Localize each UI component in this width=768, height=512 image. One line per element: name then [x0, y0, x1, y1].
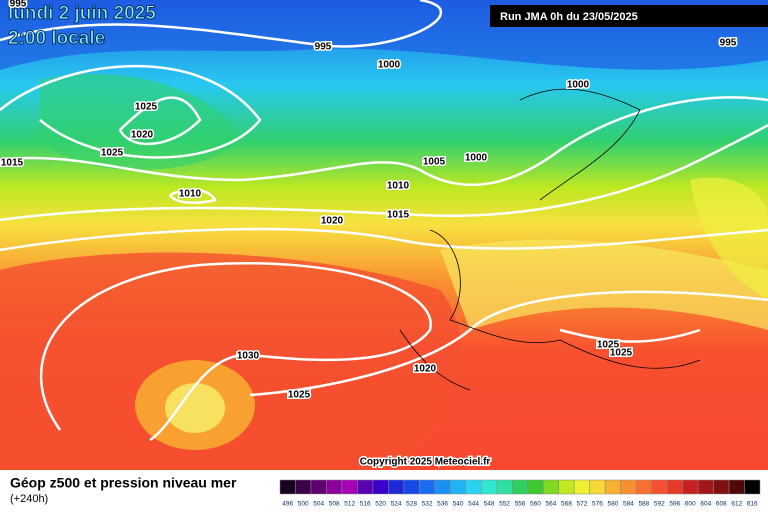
scale-swatch — [651, 479, 668, 495]
isobar-label: 1025 — [101, 148, 124, 159]
scale-label: 580 — [607, 501, 618, 508]
scale-swatch — [558, 479, 575, 495]
isobar-label: 1030 — [237, 351, 260, 362]
field — [0, 0, 768, 470]
scale-swatch — [744, 479, 761, 495]
scale-swatch — [527, 479, 544, 495]
run: Run JMA 0h du 23/05/2025 — [500, 11, 638, 23]
scale-swatch — [728, 479, 745, 495]
scale-swatch — [310, 479, 327, 495]
scale-swatch — [295, 479, 312, 495]
time: 2:00 locale — [8, 28, 105, 49]
scale-swatch — [372, 479, 389, 495]
scale-label: 612 — [731, 501, 742, 508]
isobar-label: 1025 — [610, 348, 633, 359]
scale-label: 608 — [716, 501, 727, 508]
isobar-label: 995 — [315, 42, 332, 53]
isobar-labels: 995 995 1000 995 1000 1025 1020 1025 101… — [0, 0, 738, 402]
isobar-label: 995 — [10, 0, 27, 10]
scale-swatch — [388, 479, 405, 495]
scale-swatch — [542, 479, 559, 495]
scale-label: 564 — [546, 501, 557, 508]
scale-label: 556 — [515, 501, 526, 508]
isobars — [0, 0, 768, 440]
isobar-label: 1025 — [135, 102, 158, 113]
isobar-label: 1005 — [423, 157, 446, 168]
scale-swatch — [620, 479, 637, 495]
scale-swatch — [341, 479, 358, 495]
scale-label: 528 — [406, 501, 417, 508]
scale-label: 616 — [747, 501, 758, 508]
scale-swatch — [419, 479, 436, 495]
scale-swatch — [604, 479, 621, 495]
isobar-label: 1025 — [597, 340, 620, 351]
scale-label: 548 — [484, 501, 495, 508]
isobar-label: 1020 — [131, 130, 154, 141]
scale-label: 540 — [453, 501, 464, 508]
isobar-label: 1020 — [321, 216, 344, 227]
isobar-label: 1000 — [567, 80, 590, 91]
scale-swatch — [403, 479, 420, 495]
scale-label: 504 — [313, 501, 324, 508]
scale-label: 604 — [700, 501, 711, 508]
scale-swatch — [434, 479, 451, 495]
scale-swatch — [635, 479, 652, 495]
footer-title: Géop z500 et pression niveau mer — [10, 475, 237, 491]
scale-label: 592 — [654, 501, 665, 508]
scale-swatch — [713, 479, 730, 495]
coastlines — [399, 88, 701, 391]
scale-swatch — [465, 479, 482, 495]
color-scale: 496 500 504 508 512 516 520 524 528 532 536 540 544 5… — [279, 479, 761, 508]
scale-label: 524 — [391, 501, 402, 508]
isobar-label: 1025 — [288, 390, 311, 401]
scale-swatch — [496, 479, 513, 495]
isobar-label: 1000 — [378, 60, 401, 71]
scale-swatch — [589, 479, 606, 495]
scale-swatch — [279, 479, 296, 495]
isobar-label: 1020 — [414, 364, 437, 375]
scale-swatch — [573, 479, 590, 495]
scale-label: 560 — [530, 501, 541, 508]
scale-swatch — [666, 479, 683, 495]
run-box — [490, 5, 768, 27]
scale-swatch — [682, 479, 699, 495]
scale-label: 572 — [577, 501, 588, 508]
isobar-label: 995 — [720, 38, 737, 49]
isobar-label: 1010 — [387, 181, 410, 192]
scale-label: 568 — [561, 501, 572, 508]
date: lundi 2 juin 2025 — [8, 3, 156, 24]
scale-label: 584 — [623, 501, 634, 508]
scale-label: 508 — [329, 501, 340, 508]
isobar-label: 1000 — [465, 153, 488, 164]
scale-label: 536 — [437, 501, 448, 508]
scale-label: 512 — [344, 501, 355, 508]
footer-lead: (+240h) — [10, 493, 48, 505]
scale-label: 576 — [592, 501, 603, 508]
isobar-label: 1015 — [387, 210, 410, 221]
scale-label: 596 — [669, 501, 680, 508]
scale-swatch — [357, 479, 374, 495]
scale-label: 544 — [468, 501, 479, 508]
scale-swatch — [326, 479, 343, 495]
scale-swatch — [697, 479, 714, 495]
isobar-label: 1015 — [1, 158, 24, 169]
scale-label: 600 — [685, 501, 696, 508]
scale-label: 552 — [499, 501, 510, 508]
scale-label: 516 — [360, 501, 371, 508]
scale-label: 588 — [638, 501, 649, 508]
scale-label: 532 — [422, 501, 433, 508]
scale-swatch — [512, 479, 528, 495]
scale-swatch — [481, 479, 498, 495]
scale-swatch — [450, 479, 467, 495]
scale-label: 496 — [282, 501, 293, 508]
copyright: Copyright 2025 Meteociel.fr — [360, 457, 491, 468]
isobar-label: 1010 — [179, 189, 202, 200]
scale-label: 520 — [375, 501, 386, 508]
scale-label: 500 — [298, 501, 309, 508]
